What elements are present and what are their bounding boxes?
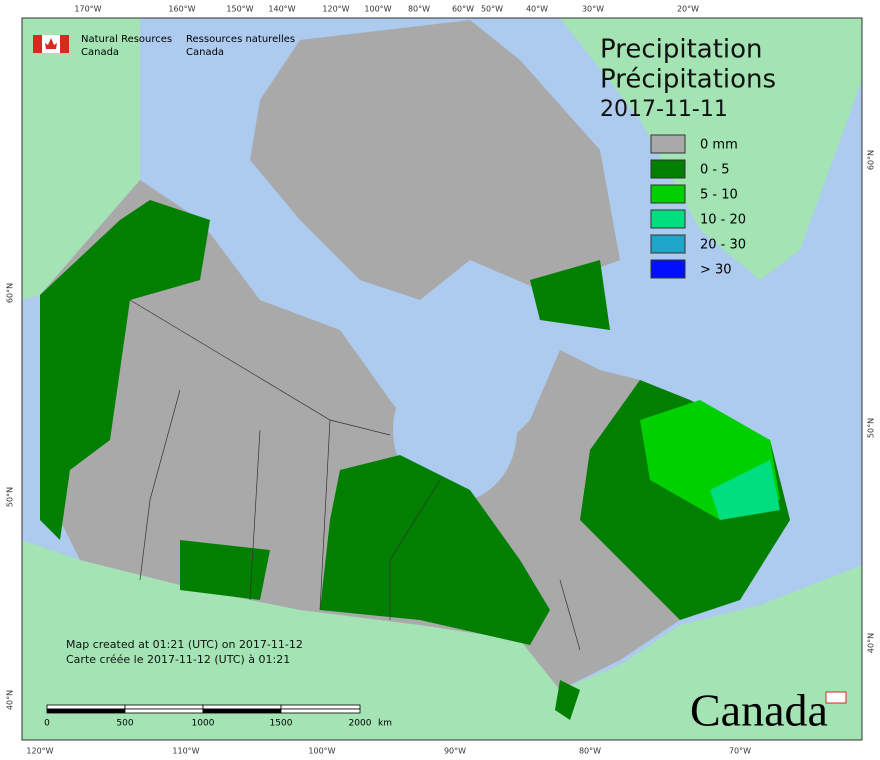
border (129, 299, 391, 436)
legend-label: 0 mm (700, 138, 738, 153)
border (319, 419, 331, 611)
graticule-label: 60°N (6, 283, 15, 303)
graticule-label: 50°N (6, 487, 15, 507)
border (389, 479, 441, 620)
scale-segment (280, 708, 361, 714)
legend-swatch (650, 134, 686, 154)
graticule-label: 150°W (226, 5, 253, 14)
wordmark: Canada (690, 685, 828, 736)
title-date: 2017-11-11 (600, 97, 728, 122)
scale-segment (46, 708, 126, 714)
precip-west (40, 200, 210, 540)
graticule-label: 70°W (729, 747, 751, 756)
scale-label: 1000 (192, 719, 215, 729)
graticule-label: 80°W (579, 747, 601, 756)
logo: Natural Resources Canada Ressources natu… (33, 34, 295, 58)
graticule-label: 30°W (582, 5, 604, 14)
scale-label: 2000 (349, 719, 372, 729)
scale-label: 0 (44, 719, 50, 729)
greenland (560, 18, 862, 280)
graticule-label: 20°W (677, 5, 699, 14)
flag-bar (33, 35, 42, 53)
legend-swatch (650, 184, 686, 204)
legend-label: > 30 (700, 263, 732, 278)
legend-label: 20 - 30 (700, 238, 746, 253)
scale-bar: 0 500 1000 1500 2000 km (44, 704, 392, 729)
graticule-label: 40°W (526, 5, 548, 14)
country-en: Canada (81, 47, 119, 58)
graticule-label: 140°W (268, 5, 295, 14)
note: Map created at 01:21 (UTC) on 2017-11-12 (66, 638, 303, 651)
wordmark-flag (825, 691, 847, 704)
legend-swatch (650, 234, 686, 254)
graticule-label: 100°W (308, 747, 335, 756)
graticule-label: 50°W (481, 5, 503, 14)
graticule-label: 40°N (867, 633, 876, 653)
precip-ontario-south (555, 680, 580, 720)
scale-label: 1500 (270, 719, 293, 729)
legend-swatch (650, 159, 686, 179)
scale-unit: km (378, 719, 392, 729)
flag-leaf (45, 38, 57, 49)
graticule-label: 170°W (74, 5, 101, 14)
legend-swatch (650, 209, 686, 229)
scale-segment (46, 704, 126, 710)
precip-prairie (180, 540, 270, 600)
precip-baffin (530, 260, 610, 330)
title-en: Precipitation (600, 35, 763, 65)
graticule: 170°W 160°W 150°W 140°W 120°W 100°W 80°W 60°W 50… (6, 5, 876, 756)
scale-label: 500 (116, 719, 133, 729)
legend: 0 mm 0 - 5 5 - 10 10 - 20 20 - 30 > 30 (650, 134, 746, 279)
precip-labrador (710, 460, 780, 520)
scale-segment (202, 704, 282, 710)
graticule-label: 90°W (444, 747, 466, 756)
border (249, 429, 261, 601)
alaska (22, 18, 140, 300)
precip-central (320, 455, 550, 645)
graticule-label: 110°W (172, 747, 199, 756)
legend-label: 5 - 10 (700, 188, 738, 203)
border (559, 579, 581, 651)
scale-segment (124, 704, 204, 710)
border (139, 389, 181, 581)
graticule-label: 60°W (452, 5, 474, 14)
country-fr: Canada (186, 47, 224, 58)
land (22, 18, 862, 740)
graticule-label: 50°N (867, 418, 876, 438)
graticule-label: 60°N (867, 150, 876, 170)
graticule-label: 100°W (364, 5, 391, 14)
usa (22, 540, 862, 740)
note: Carte créée le 2017-11-12 (UTC) à 01:21 (66, 653, 290, 666)
scale-segment (202, 708, 282, 714)
legend-label: 10 - 20 (700, 213, 746, 228)
scale-segment (124, 708, 204, 714)
graticule-label: 120°W (26, 747, 53, 756)
scale-segment (280, 704, 361, 710)
frame (21, 17, 863, 741)
agency-en: Natural Resources (81, 34, 172, 45)
arctic-islands (250, 20, 620, 300)
graticule-label: 160°W (168, 5, 195, 14)
flag-bar (60, 35, 69, 53)
graticule-label: 40°N (6, 690, 15, 710)
title-fr: Précipitations (600, 65, 776, 95)
graticule-label: 120°W (322, 5, 349, 14)
hudson-bay (393, 358, 517, 502)
legend-label: 0 - 5 (700, 163, 730, 178)
agency-fr: Ressources naturelles (186, 34, 295, 45)
graticule-label: 80°W (408, 5, 430, 14)
legend-swatch (650, 259, 686, 279)
